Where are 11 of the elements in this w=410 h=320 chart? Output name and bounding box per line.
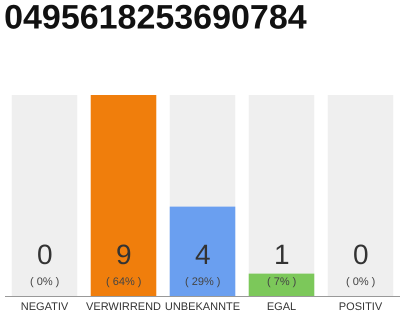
data-label: 4 ( 29% ) <box>185 239 220 288</box>
x-tick-label: VERWIRREND <box>86 301 162 314</box>
data-label: 1 ( 7% ) <box>267 239 296 288</box>
data-label: 0 ( 0% ) <box>346 239 376 288</box>
x-tick-label: EGAL <box>266 301 296 314</box>
data-label: 0 ( 0% ) <box>30 239 60 288</box>
x-tick-label: POSITIV <box>338 301 383 314</box>
data-label: 9 ( 64% ) <box>106 239 142 288</box>
chart-title: 0495618253690784 <box>4 0 307 37</box>
x-tick-label: UNBEKANNTE <box>164 301 240 314</box>
x-tick-label: NEGATIV <box>20 301 69 314</box>
